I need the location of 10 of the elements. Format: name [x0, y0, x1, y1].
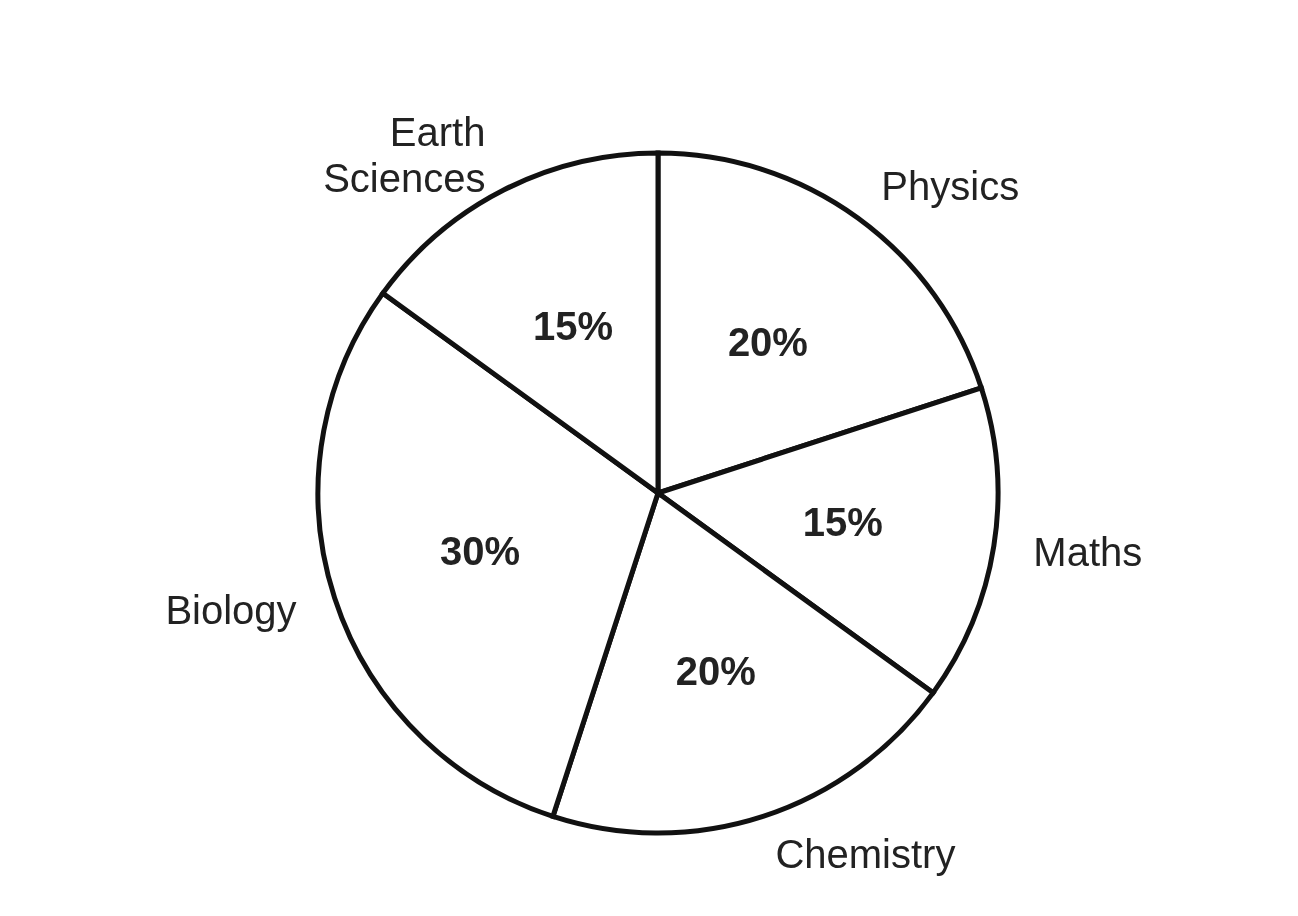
slice-label: Chemistry	[775, 832, 956, 877]
data-label: 20%	[727, 319, 808, 364]
data-label: 30%	[440, 528, 521, 573]
data-label: 15%	[802, 500, 883, 545]
data-label: 20%	[675, 648, 756, 693]
slice-label: Biology	[165, 588, 297, 633]
slice-label: Earth Sciences	[323, 110, 486, 201]
data-label: 15%	[533, 304, 614, 349]
slice-label: Maths	[1033, 530, 1143, 575]
slice-label: Physics	[881, 163, 1020, 208]
